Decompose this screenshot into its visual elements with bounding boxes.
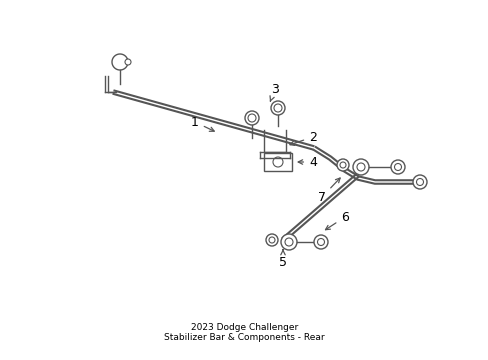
Circle shape <box>394 163 401 171</box>
Circle shape <box>285 238 292 246</box>
Circle shape <box>336 159 348 171</box>
Circle shape <box>247 114 256 122</box>
Circle shape <box>244 111 259 125</box>
Text: 1: 1 <box>191 116 214 131</box>
Circle shape <box>416 179 423 185</box>
Text: 3: 3 <box>269 82 278 101</box>
Text: 5: 5 <box>279 250 286 269</box>
Text: 7: 7 <box>317 178 340 203</box>
Circle shape <box>273 104 282 112</box>
Circle shape <box>412 175 426 189</box>
Text: 6: 6 <box>325 211 348 230</box>
Bar <box>264 153 291 171</box>
Circle shape <box>272 157 283 167</box>
Circle shape <box>281 234 296 250</box>
Text: 4: 4 <box>298 156 316 168</box>
Circle shape <box>268 237 274 243</box>
Circle shape <box>313 235 327 249</box>
Text: 2023 Dodge Challenger
Stabilizer Bar & Components - Rear: 2023 Dodge Challenger Stabilizer Bar & C… <box>164 323 324 342</box>
Circle shape <box>270 101 285 115</box>
Circle shape <box>265 234 278 246</box>
Circle shape <box>390 160 404 174</box>
Text: 2: 2 <box>289 131 316 145</box>
Circle shape <box>125 59 131 65</box>
Circle shape <box>352 159 368 175</box>
Circle shape <box>317 239 324 246</box>
Circle shape <box>339 162 346 168</box>
Circle shape <box>356 163 364 171</box>
